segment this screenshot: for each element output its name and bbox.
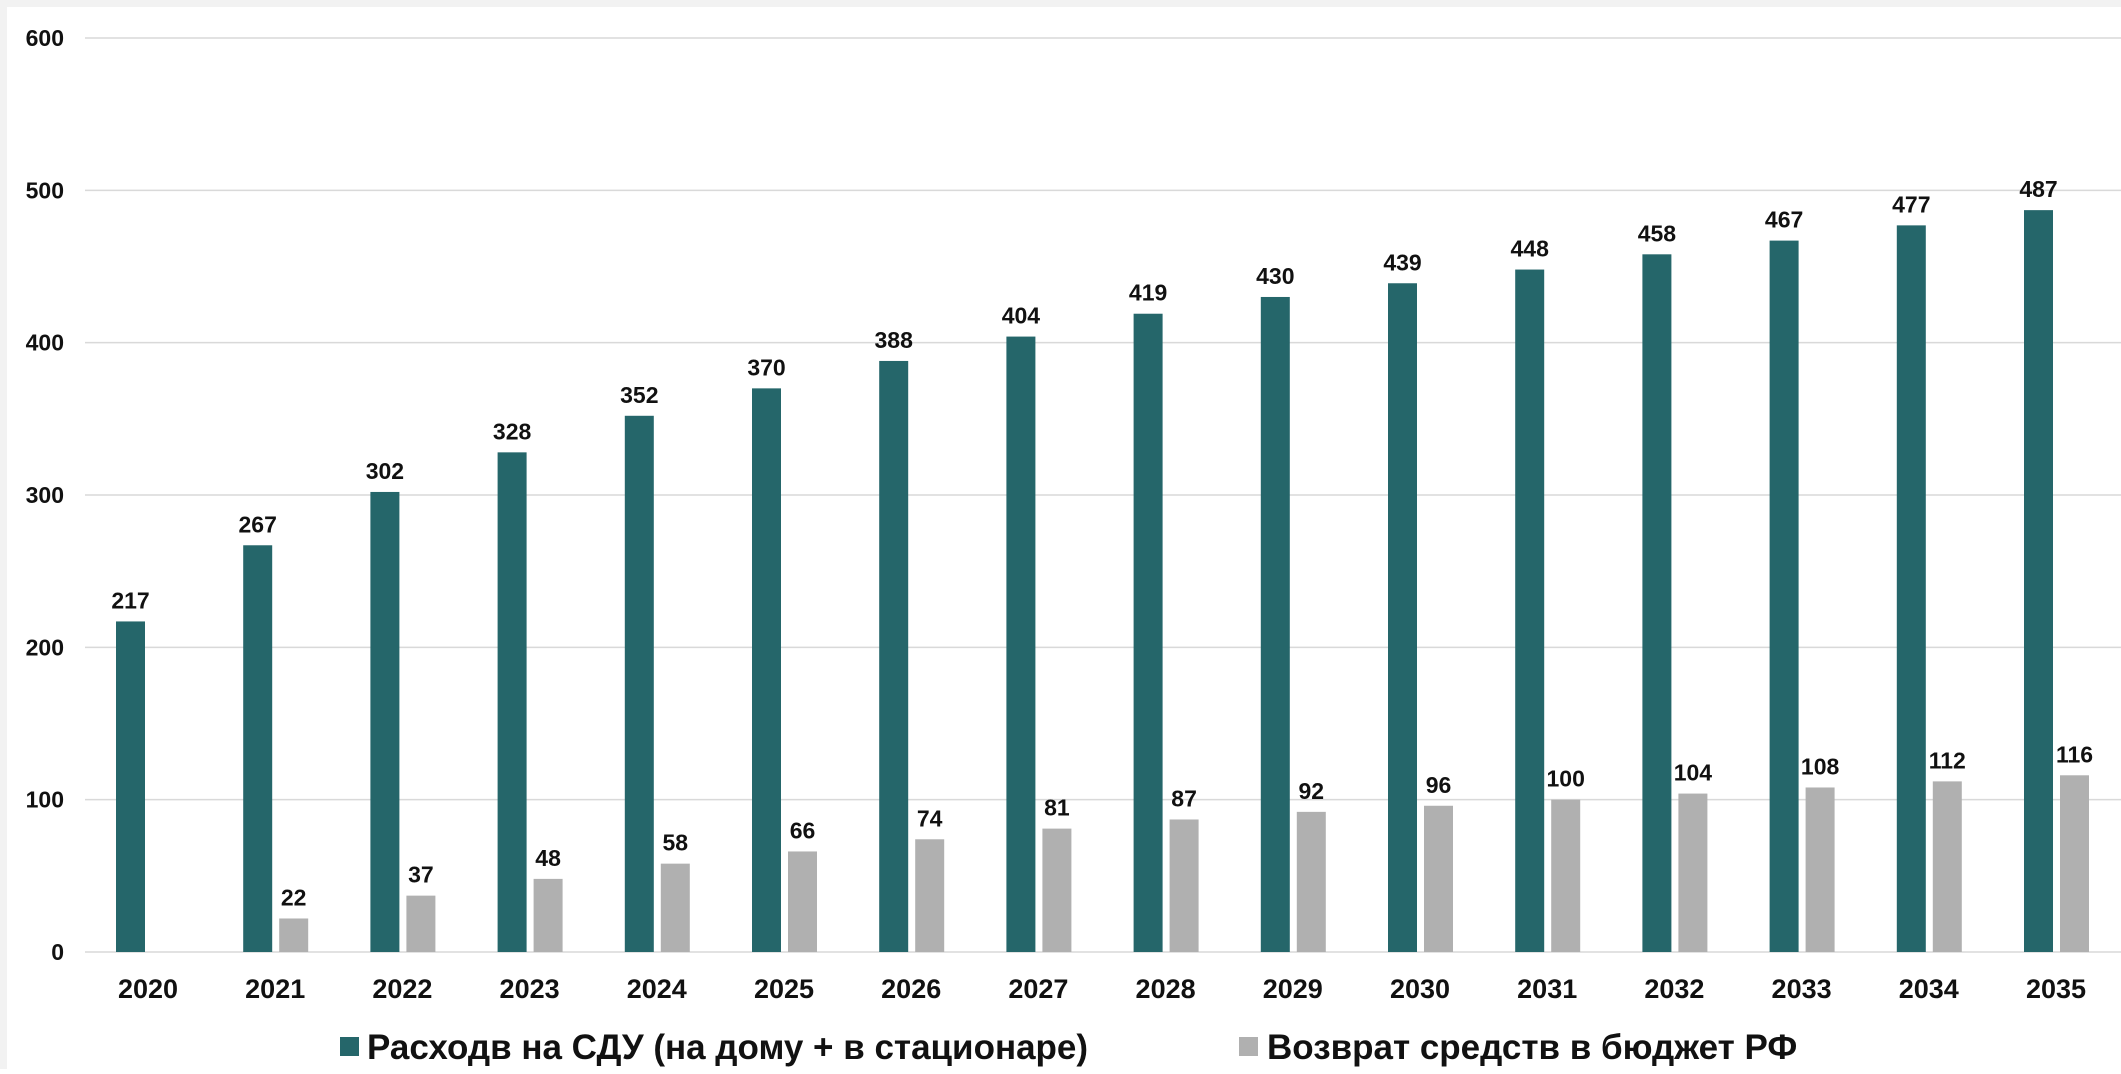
data-label: 217 [111,587,149,613]
data-label: 302 [366,458,404,484]
x-tick-label: 2027 [1008,974,1068,1004]
x-tick-label: 2023 [500,974,560,1004]
data-label: 104 [1674,760,1713,786]
legend-label: Расходв на СДУ (на дому + в стационаре) [367,1028,1088,1067]
x-tick-label: 2024 [627,974,687,1004]
x-tick-label: 2022 [372,974,432,1004]
y-tick-label: 500 [26,177,64,203]
bar-budget-return [788,851,817,952]
legend-swatch [340,1037,359,1056]
x-tick-label: 2026 [881,974,941,1004]
data-label: 66 [790,817,816,843]
x-tick-label: 2031 [1517,974,1577,1004]
data-label: 448 [1511,236,1550,262]
bar-expenses [1896,225,1926,952]
y-tick-label: 200 [26,634,64,660]
bar-expenses [243,545,273,952]
data-label: 116 [2056,741,2093,767]
bar-budget-return [1424,805,1453,952]
x-tick-label: 2028 [1136,974,1196,1004]
bar-budget-return [1551,799,1581,952]
y-tick-label: 600 [26,25,64,51]
bar-budget-return [1296,811,1326,952]
bar-budget-return [2060,775,2089,952]
data-label: 37 [408,862,434,888]
data-label: 328 [493,418,532,444]
bar-budget-return [915,839,945,952]
x-tick-label: 2025 [754,974,814,1004]
data-label: 388 [875,327,914,353]
data-label: 112 [1929,747,1966,773]
data-label: 81 [1044,795,1070,821]
data-label: 58 [663,830,689,856]
legend: Расходв на СДУ (на дому + в стационаре) В… [340,1028,1797,1067]
bar-expenses [2024,210,2053,953]
legend-label: Возврат средств в бюджет РФ [1267,1028,1797,1067]
bar-budget-return [1805,787,1835,952]
bar-expenses [116,621,145,952]
data-label: 487 [2019,176,2057,202]
data-label: 100 [1547,766,1585,792]
data-label: 87 [1171,785,1197,811]
bar-expenses [1642,254,1672,952]
x-tick-label: 2029 [1263,974,1323,1004]
data-label: 267 [239,511,277,537]
bar-expenses [752,388,781,952]
bar-budget-return [660,863,690,952]
data-label: 96 [1426,772,1452,798]
data-label: 74 [917,805,943,831]
data-label: 477 [1892,191,1930,217]
data-label: 467 [1765,207,1803,233]
bar-expenses [1515,269,1545,953]
y-axis-tick-labels: 0 100 200 300 400 500 600 [26,25,64,965]
bar-expenses [1260,296,1290,952]
data-label: 458 [1638,220,1677,246]
data-label: 404 [1002,303,1041,329]
bar-budget-return [533,878,563,952]
data-label: 22 [281,884,307,910]
data-label: 419 [1129,280,1167,306]
bar-budget-return [1932,781,1962,952]
data-label: 370 [747,354,785,380]
data-label: 92 [1299,778,1325,804]
bar-expenses [1133,313,1163,952]
legend-swatch [1239,1037,1258,1056]
data-label: 430 [1256,263,1294,289]
y-tick-label: 0 [51,939,64,965]
data-label: 48 [535,845,561,871]
x-tick-label: 2020 [118,974,178,1004]
x-tick-label: 2035 [2026,974,2086,1004]
bar-expenses [1388,283,1417,952]
bar-budget-return [1169,819,1199,952]
bar-expenses [497,452,527,952]
y-tick-label: 300 [26,482,64,508]
bar-expenses [1006,336,1036,952]
bar-budget-return [279,918,309,952]
bar-expenses [879,360,909,952]
y-tick-label: 100 [26,787,64,813]
x-axis-tick-labels: 2020 2021 2022 2023 2024 2025 2026 2027 2028 2029… [118,974,2086,1004]
bar-expenses [370,491,400,952]
x-tick-label: 2030 [1390,974,1450,1004]
x-tick-label: 2033 [1772,974,1832,1004]
x-tick-label: 2034 [1899,974,1959,1004]
bar-budget-return [406,895,436,952]
x-tick-label: 2021 [245,974,305,1004]
data-label: 352 [620,382,658,408]
bar-expenses [624,415,654,953]
bar-expenses [1769,240,1799,952]
data-labels: 217 267 22 302 37 328 48 352 58 370 66 388 74 404 81 41… [111,176,2093,910]
bars [116,210,2089,953]
y-tick-label: 400 [26,330,64,356]
data-label: 439 [1383,249,1421,275]
bar-budget-return [1678,793,1708,952]
x-tick-label: 2032 [1644,974,1704,1004]
bar-budget-return [1042,828,1072,952]
data-label: 108 [1801,753,1840,779]
